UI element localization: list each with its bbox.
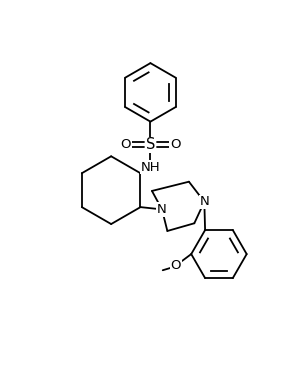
- Text: N: N: [199, 195, 209, 208]
- Text: N: N: [157, 203, 167, 216]
- Text: O: O: [170, 138, 180, 151]
- Text: NH: NH: [141, 161, 160, 174]
- Text: S: S: [146, 137, 155, 152]
- Text: O: O: [170, 259, 181, 272]
- Text: O: O: [120, 138, 131, 151]
